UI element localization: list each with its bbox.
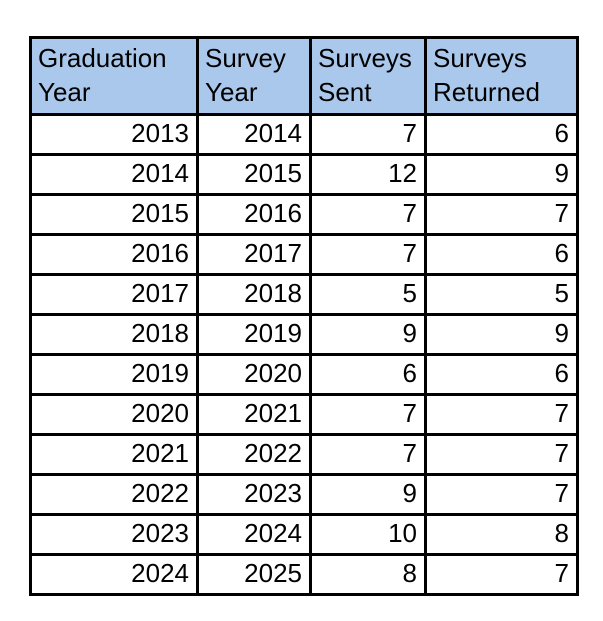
cell-surveys-sent: 7 xyxy=(309,393,427,436)
cell-graduation-year: 2015 xyxy=(29,193,199,236)
cell-graduation-year: 2022 xyxy=(29,473,199,516)
cell-surveys-returned: 7 xyxy=(424,193,579,236)
cell-surveys-sent: 7 xyxy=(309,193,427,236)
table-body: 2013 2014 7 6 2014 2015 12 9 2015 2016 7 7 2016 2017 7… xyxy=(29,113,579,596)
cell-graduation-year: 2017 xyxy=(29,273,199,316)
cell-survey-year: 2023 xyxy=(196,473,312,516)
cell-graduation-year: 2021 xyxy=(29,433,199,476)
table-row: 2024 2025 8 7 xyxy=(29,553,579,596)
header-row: Graduation Year Survey Year Surveys Sent Su… xyxy=(29,36,579,116)
table-row: 2022 2023 9 7 xyxy=(29,473,579,516)
cell-surveys-returned: 7 xyxy=(424,553,579,596)
table-row: 2021 2022 7 7 xyxy=(29,433,579,476)
table-row: 2019 2020 6 6 xyxy=(29,353,579,396)
cell-surveys-sent: 7 xyxy=(309,233,427,276)
cell-survey-year: 2019 xyxy=(196,313,312,356)
cell-survey-year: 2018 xyxy=(196,273,312,316)
cell-survey-year: 2025 xyxy=(196,553,312,596)
cell-surveys-sent: 8 xyxy=(309,553,427,596)
cell-graduation-year: 2014 xyxy=(29,153,199,196)
cell-surveys-returned: 6 xyxy=(424,113,579,156)
cell-surveys-returned: 6 xyxy=(424,233,579,276)
cell-surveys-sent: 7 xyxy=(309,433,427,476)
cell-surveys-returned: 7 xyxy=(424,393,579,436)
cell-survey-year: 2022 xyxy=(196,433,312,476)
cell-graduation-year: 2019 xyxy=(29,353,199,396)
cell-surveys-returned: 7 xyxy=(424,473,579,516)
cell-surveys-returned: 9 xyxy=(424,313,579,356)
table-row: 2016 2017 7 6 xyxy=(29,233,579,276)
column-header-graduation-year: Graduation Year xyxy=(29,36,199,116)
cell-surveys-sent: 7 xyxy=(309,113,427,156)
cell-graduation-year: 2024 xyxy=(29,553,199,596)
table-row: 2013 2014 7 6 xyxy=(29,113,579,156)
cell-graduation-year: 2020 xyxy=(29,393,199,436)
table-row: 2020 2021 7 7 xyxy=(29,393,579,436)
cell-surveys-sent: 10 xyxy=(309,513,427,556)
cell-survey-year: 2021 xyxy=(196,393,312,436)
cell-surveys-sent: 6 xyxy=(309,353,427,396)
column-header-surveys-sent: Surveys Sent xyxy=(309,36,427,116)
cell-surveys-returned: 8 xyxy=(424,513,579,556)
cell-graduation-year: 2018 xyxy=(29,313,199,356)
cell-surveys-sent: 9 xyxy=(309,473,427,516)
cell-survey-year: 2020 xyxy=(196,353,312,396)
cell-survey-year: 2014 xyxy=(196,113,312,156)
column-header-surveys-returned: Surveys Returned xyxy=(424,36,579,116)
cell-surveys-sent: 12 xyxy=(309,153,427,196)
cell-survey-year: 2024 xyxy=(196,513,312,556)
cell-surveys-returned: 9 xyxy=(424,153,579,196)
cell-graduation-year: 2023 xyxy=(29,513,199,556)
table-row: 2015 2016 7 7 xyxy=(29,193,579,236)
cell-surveys-sent: 9 xyxy=(309,313,427,356)
cell-surveys-returned: 5 xyxy=(424,273,579,316)
cell-surveys-sent: 5 xyxy=(309,273,427,316)
table-row: 2023 2024 10 8 xyxy=(29,513,579,556)
table-row: 2014 2015 12 9 xyxy=(29,153,579,196)
table-row: 2017 2018 5 5 xyxy=(29,273,579,316)
cell-graduation-year: 2016 xyxy=(29,233,199,276)
survey-results-table: Graduation Year Survey Year Surveys Sent Su… xyxy=(29,36,579,596)
table-row: 2018 2019 9 9 xyxy=(29,313,579,356)
cell-survey-year: 2015 xyxy=(196,153,312,196)
column-header-survey-year: Survey Year xyxy=(196,36,312,116)
cell-surveys-returned: 7 xyxy=(424,433,579,476)
cell-surveys-returned: 6 xyxy=(424,353,579,396)
cell-survey-year: 2016 xyxy=(196,193,312,236)
cell-survey-year: 2017 xyxy=(196,233,312,276)
cell-graduation-year: 2013 xyxy=(29,113,199,156)
